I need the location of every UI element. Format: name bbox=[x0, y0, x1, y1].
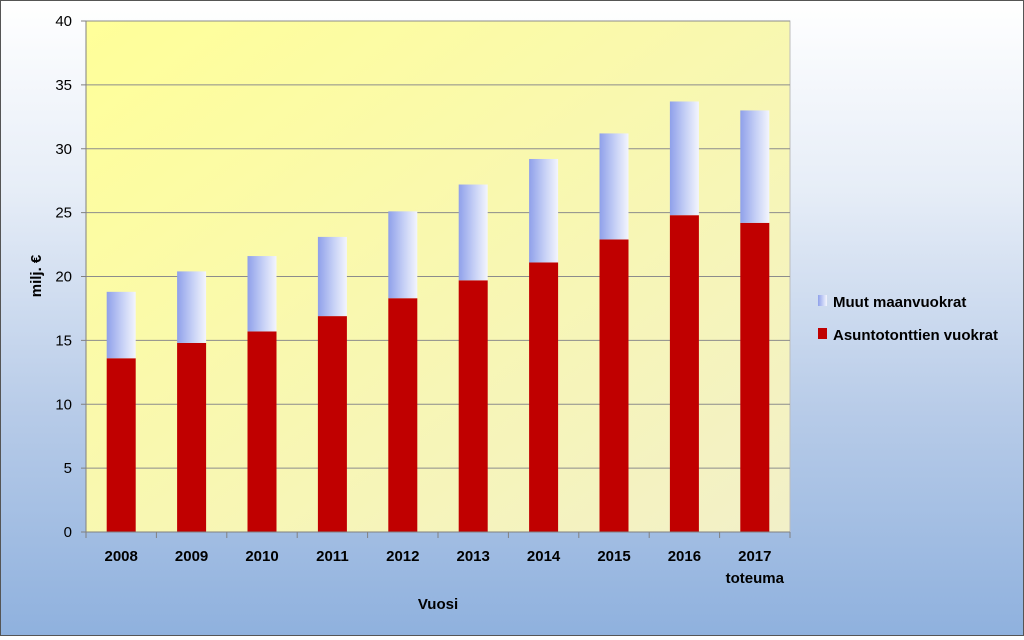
bar-muut-maanvuokrat bbox=[669, 101, 699, 216]
bar-muut-maanvuokrat bbox=[177, 271, 207, 343]
y-tick-label: 0 bbox=[64, 524, 72, 541]
bar-asuntotonttien-vuokrat bbox=[599, 239, 629, 532]
y-tick-label: 25 bbox=[55, 205, 72, 222]
x-tick-label: 2008 bbox=[105, 548, 138, 565]
x-tick-label: 2013 bbox=[457, 548, 490, 565]
y-tick-label: 35 bbox=[55, 77, 72, 94]
legend-label: Asuntotonttien vuokrat bbox=[833, 327, 998, 344]
x-tick-label: 2015 bbox=[597, 548, 630, 565]
bar-asuntotonttien-vuokrat bbox=[177, 342, 207, 532]
bar-asuntotonttien-vuokrat bbox=[669, 215, 699, 532]
bar-asuntotonttien-vuokrat bbox=[388, 298, 418, 532]
x-axis-title: Vuosi bbox=[418, 596, 458, 613]
x-tick-label: 2011 bbox=[316, 548, 349, 565]
x-tick-label: 2017 toteuma bbox=[726, 548, 785, 587]
bar-muut-maanvuokrat bbox=[458, 184, 488, 281]
y-tick-label: 10 bbox=[55, 396, 72, 413]
y-tick-label: 20 bbox=[55, 269, 72, 286]
bar-asuntotonttien-vuokrat bbox=[106, 358, 136, 532]
bars bbox=[106, 101, 770, 532]
bar-asuntotonttien-vuokrat bbox=[247, 331, 277, 532]
y-tick-label: 40 bbox=[55, 13, 72, 30]
bar-asuntotonttien-vuokrat bbox=[740, 222, 770, 532]
bar-muut-maanvuokrat bbox=[388, 211, 418, 299]
legend-label: Muut maanvuokrat bbox=[833, 294, 966, 311]
y-axis-title: milj. € bbox=[28, 254, 45, 297]
y-tick-labels: 0 5 10 15 20 25 30 35 40 bbox=[55, 13, 86, 541]
bar-muut-maanvuokrat bbox=[599, 133, 629, 240]
bar-asuntotonttien-vuokrat bbox=[317, 316, 347, 532]
bar-muut-maanvuokrat bbox=[529, 158, 559, 263]
x-tick-label: 2010 bbox=[245, 548, 278, 565]
y-tick-label: 15 bbox=[55, 332, 72, 349]
x-tick-label: 2012 bbox=[386, 548, 419, 565]
bar-muut-maanvuokrat bbox=[317, 236, 347, 317]
legend: Muut maanvuokrat Asuntotonttien vuokrat bbox=[818, 294, 998, 344]
legend-swatch bbox=[818, 328, 827, 339]
y-tick-label: 30 bbox=[55, 141, 72, 158]
bar-muut-maanvuokrat bbox=[740, 110, 770, 223]
bar-asuntotonttien-vuokrat bbox=[458, 280, 488, 532]
x-tick-label: 2009 bbox=[175, 548, 208, 565]
bar-muut-maanvuokrat bbox=[106, 291, 136, 359]
x-tick-labels: 2008 2009 2010 2011 2012 2013 2014 2015 2016 2017… bbox=[85, 532, 791, 587]
y-tick-label: 5 bbox=[64, 460, 72, 477]
bar-asuntotonttien-vuokrat bbox=[529, 262, 559, 532]
legend-swatch bbox=[818, 295, 827, 306]
x-tick-label: 2016 bbox=[668, 548, 701, 565]
bar-muut-maanvuokrat bbox=[247, 256, 277, 332]
x-tick-label: 2014 bbox=[527, 548, 561, 565]
